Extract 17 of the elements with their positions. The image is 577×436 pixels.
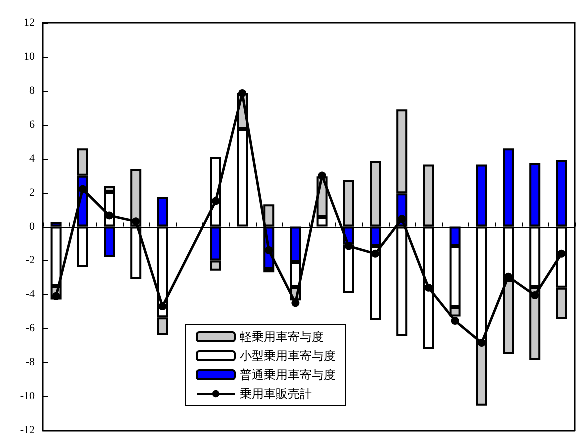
legend-label: 普通乗用車寄与度: [240, 368, 336, 382]
y-tick-label: -4: [26, 288, 36, 301]
legend-label: 軽乗用車寄与度: [240, 330, 324, 344]
y-tick-label: 2: [30, 186, 35, 199]
legend-label: 乗用車販売計: [240, 387, 312, 401]
y-tick-label: -2: [26, 254, 35, 267]
legend-label: 小型乗用車寄与度: [240, 349, 336, 363]
y-tick-label: -6: [26, 322, 36, 335]
y-tick-label: 12: [24, 17, 35, 29]
y-tick-label: 6: [30, 118, 36, 131]
y-tick-label: -12: [20, 424, 35, 436]
y-tick-label: -8: [26, 356, 36, 369]
y-tick-label: 10: [24, 50, 36, 63]
y-tick-label: 4: [30, 152, 36, 165]
y-tick-label: 8: [30, 84, 36, 97]
y-tick-label: 0: [30, 220, 36, 233]
y-tick-label: -10: [20, 390, 36, 403]
